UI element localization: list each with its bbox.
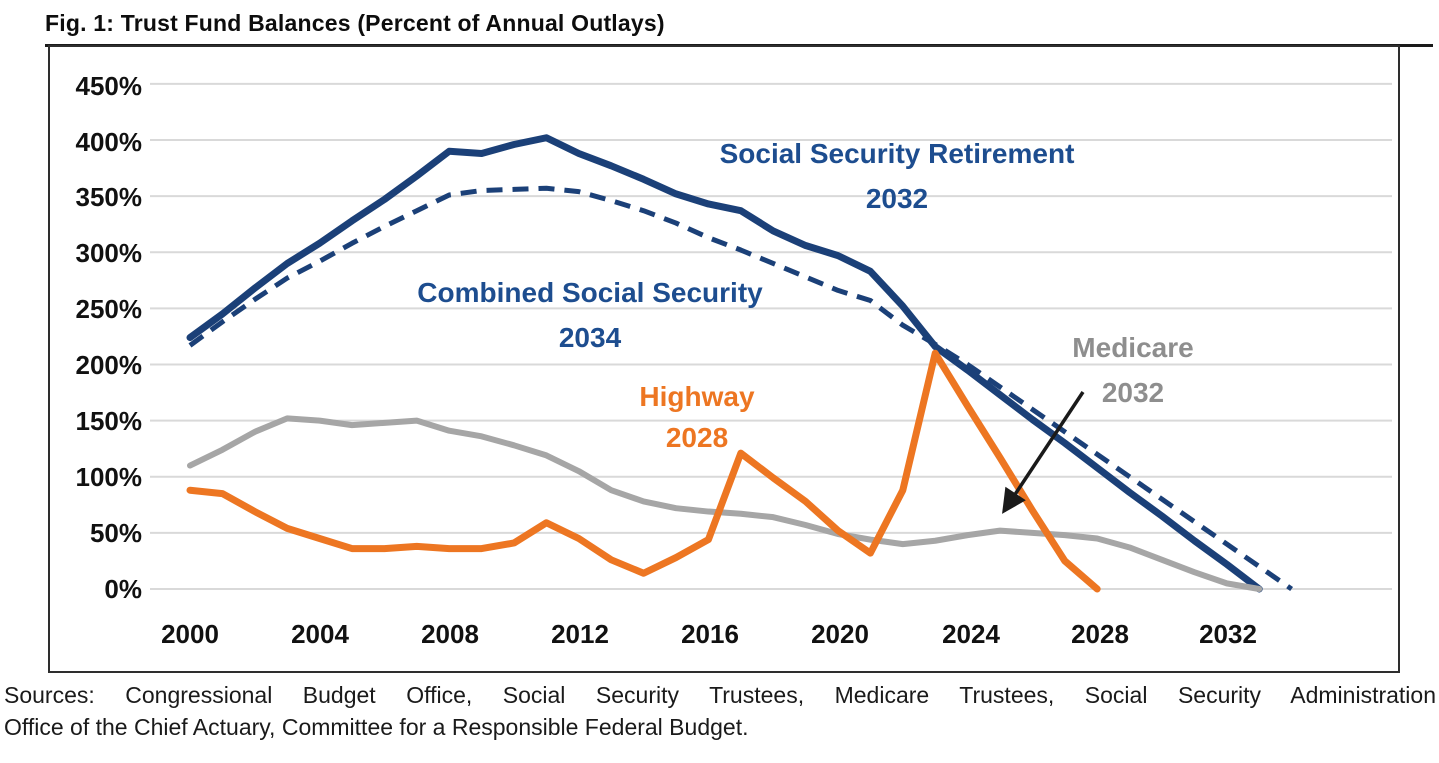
label-social-security-retirement-text: Social Security Retirement: [719, 138, 1075, 169]
y-tick-200: 200%: [75, 350, 143, 380]
label-highway-year: 2028: [665, 422, 729, 453]
x-tick-2024: 2024: [942, 619, 1000, 649]
plot-frame: [48, 45, 1400, 673]
x-tick-2032: 2032: [1199, 619, 1257, 649]
label-combined-social-security-text: Combined Social Security: [417, 277, 763, 308]
x-tick-2000: 2000: [161, 619, 219, 649]
label-social-security-retirement: Social Security Retirement 2032: [720, 131, 1075, 221]
label-medicare: Medicare 2032: [1072, 325, 1193, 415]
label-highway: Highway 2028: [639, 376, 754, 458]
y-tick-150: 150%: [75, 406, 143, 436]
y-tick-450: 450%: [75, 71, 143, 101]
y-tick-400: 400%: [75, 127, 143, 157]
y-tick-350: 350%: [75, 182, 143, 212]
x-tick-2004: 2004: [291, 619, 349, 649]
sources-note: Sources: Congressional Budget Office, So…: [4, 679, 1436, 743]
label-social-security-retirement-year: 2032: [865, 183, 929, 214]
arrow-line: [1002, 391, 1085, 514]
medicare-arrow-annotation: [1002, 391, 1085, 514]
label-highway-text: Highway: [639, 381, 755, 412]
label-combined-social-security: Combined Social Security 2034: [417, 270, 762, 360]
series-lines: [186, 134, 1294, 593]
series-line-social-security-retirement: [186, 134, 1263, 593]
label-combined-social-security-year: 2034: [558, 322, 622, 353]
series-line-combined-social-security: [188, 185, 1294, 592]
label-medicare-text: Medicare: [1072, 332, 1194, 363]
sources-line-1: Sources: Congressional Budget Office, So…: [4, 682, 1436, 708]
x-tick-2020: 2020: [811, 619, 869, 649]
x-tick-2016: 2016: [681, 619, 739, 649]
x-tick-2012: 2012: [551, 619, 609, 649]
x-tick-2028: 2028: [1071, 619, 1129, 649]
series-line-highway: [186, 349, 1101, 593]
y-tick-250: 250%: [75, 294, 143, 324]
sources-line-2: Office of the Chief Actuary, Committee f…: [4, 714, 749, 740]
x-tick-2008: 2008: [421, 619, 479, 649]
y-tick-50: 50%: [89, 518, 142, 548]
y-tick-300: 300%: [75, 238, 143, 268]
label-medicare-year: 2032: [1101, 377, 1165, 408]
series-line-medicare: [187, 415, 1263, 592]
y-tick-100: 100%: [75, 462, 143, 492]
figure-title: Fig. 1: Trust Fund Balances (Percent of …: [45, 10, 665, 36]
y-tick-0: 0%: [104, 574, 142, 604]
